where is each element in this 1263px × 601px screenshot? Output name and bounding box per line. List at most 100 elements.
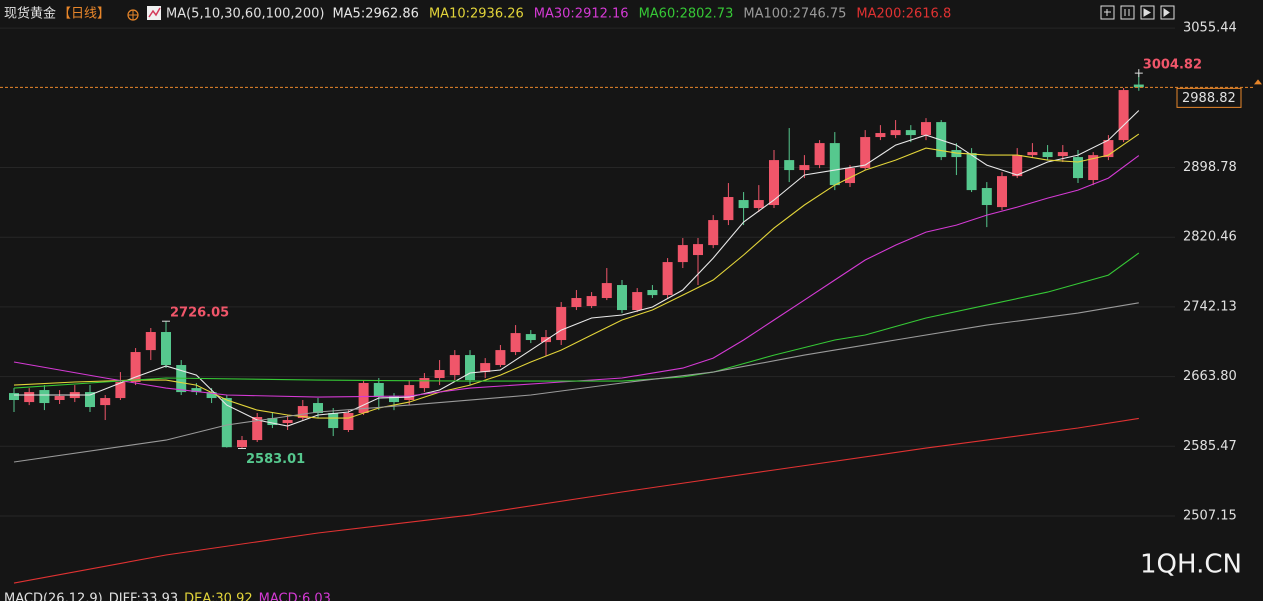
candle-body [753, 200, 764, 209]
candle-body [161, 332, 171, 366]
price-caret [1254, 79, 1262, 85]
grid: 2507.15 2585.47 2663.80 2742.13 2820.46 2898.… [0, 21, 1237, 524]
candle-body [206, 392, 217, 399]
candle-body [1133, 84, 1144, 88]
candle-body [115, 382, 126, 399]
candle-body [1088, 155, 1099, 181]
macd-legend-entry: DIFF:33.93 [109, 592, 178, 601]
candle-body [510, 333, 521, 353]
candle-body [449, 355, 460, 376]
indicator-label: MA(5,10,30,60,100,200) [166, 7, 324, 22]
candle-body [890, 130, 901, 136]
candle-body [647, 290, 658, 296]
candle-body [556, 307, 567, 341]
legend-entry: MA200:2616.8 [856, 7, 951, 22]
legend-entry: MA60:2802.73 [639, 7, 734, 22]
candle-body [252, 417, 263, 441]
candle-body [571, 298, 582, 308]
ma-line [13, 155, 1140, 398]
candle-body [267, 418, 278, 426]
candle-body [54, 396, 65, 401]
candle-body [1012, 155, 1023, 177]
y-tick-label: 2585.47 [1183, 439, 1237, 454]
y-tick-label: 2820.46 [1183, 230, 1237, 245]
candle-body [1118, 90, 1129, 141]
high-marker [1134, 69, 1143, 78]
candle-body [738, 200, 749, 209]
period-label[interactable]: 【日线】 [58, 7, 110, 22]
candle-body [981, 188, 992, 206]
candle-body [191, 388, 202, 393]
candle-body [85, 392, 95, 408]
candle-body [860, 137, 871, 169]
candle-body [905, 130, 916, 136]
candle-body [723, 197, 734, 221]
ma-line [13, 302, 1139, 463]
candle-body [434, 370, 445, 379]
candle-body [313, 403, 323, 413]
candle-body [404, 385, 415, 401]
price-box [1176, 87, 1242, 108]
tool-button[interactable] [1160, 5, 1175, 20]
candle-body [145, 332, 156, 351]
candle-body [601, 283, 612, 299]
candle-body [1103, 140, 1114, 158]
tool-button[interactable] [1100, 5, 1115, 20]
indicator-icon[interactable] [147, 6, 161, 20]
candle-body [465, 355, 475, 381]
candle-body [373, 383, 384, 398]
low-label: 2583.01 [246, 452, 305, 467]
candle-body [24, 392, 35, 403]
candle-body [814, 143, 825, 166]
macd-legend-entry: MACD:6.03 [259, 592, 331, 601]
toolbar [1100, 5, 1175, 20]
high-label: 3004.82 [1143, 58, 1202, 73]
ma-line [13, 252, 1140, 389]
candle-body [282, 420, 293, 424]
candle-body [328, 413, 339, 429]
candle-body [693, 244, 703, 256]
candle-body [480, 363, 491, 373]
candle-body [632, 292, 643, 311]
candle-body [1057, 152, 1068, 157]
candle-body [1073, 157, 1083, 179]
tool-button[interactable] [1120, 5, 1135, 20]
candle-body [1027, 152, 1038, 156]
candle-body [525, 334, 536, 341]
candle-body [845, 168, 855, 184]
candle-body [237, 440, 247, 448]
macd-legend-entry: MACD(26,12,9) [4, 592, 103, 601]
candle-body [221, 398, 232, 448]
y-tick-label: 2898.78 [1183, 160, 1237, 175]
candle-body [799, 165, 810, 171]
candle-body [39, 390, 50, 404]
candle-body [586, 296, 597, 307]
legend-entry: MA100:2746.75 [743, 7, 846, 22]
plot: 3004.82 2726.05 2583.01 2988.82 [0, 58, 1262, 584]
candle-body [662, 262, 673, 296]
macd-legend-entry: DEA:30.92 [184, 592, 253, 601]
add-icon[interactable] [127, 9, 139, 21]
ma-line [13, 417, 1139, 584]
chart-title: 现货黄金 [4, 6, 56, 22]
ma-line [14, 110, 1140, 427]
candle-body [358, 383, 369, 413]
y-tick-label: 2663.80 [1183, 369, 1237, 384]
candle-body [9, 393, 19, 401]
y-tick-label: 2507.15 [1183, 509, 1237, 524]
tool-button[interactable] [1140, 5, 1155, 20]
candle-body [617, 285, 627, 311]
legend-entry: MA5:2962.86 [332, 7, 419, 22]
legend-entry: MA30:2912.16 [534, 7, 629, 22]
candle-body [677, 245, 688, 263]
candle-body [921, 122, 931, 136]
candle-body [875, 133, 886, 138]
y-tick-label: 2742.13 [1183, 299, 1237, 314]
candle-body [708, 220, 719, 246]
candle-body [495, 350, 506, 366]
y-tick-label: 3055.44 [1183, 21, 1237, 36]
legend-entry: MA10:2936.26 [429, 7, 524, 22]
candle-body [784, 160, 795, 171]
watermark: 1QH.CN [1140, 550, 1242, 580]
